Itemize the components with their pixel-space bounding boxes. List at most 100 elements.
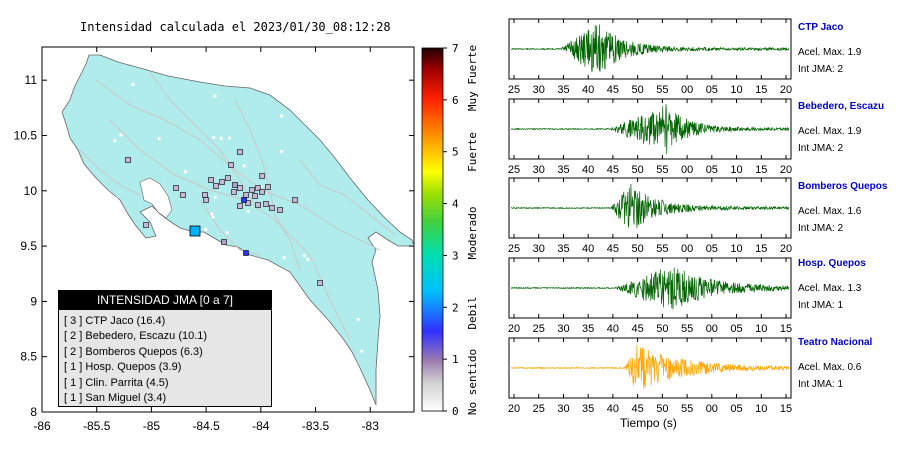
station-acel: Acel. Max. 1.9 — [798, 47, 862, 58]
lat-tick-label: 8 — [30, 405, 37, 419]
town-dot — [114, 197, 118, 201]
colorbar-category-label: Debil — [466, 296, 479, 329]
station-name: Hosp. Quepos — [798, 258, 866, 269]
lon-tick-label: -83.5 — [302, 419, 330, 433]
trace-tick-label: 25 — [533, 323, 545, 335]
town-dot — [92, 187, 96, 192]
town-dot — [302, 254, 306, 258]
colorbar-tick-label: 2 — [452, 301, 459, 314]
station-marker — [259, 189, 265, 195]
station-acel: Acel. Max. 0.6 — [798, 362, 862, 373]
station-name: Bebedero, Escazu — [798, 101, 885, 112]
seismogram-panel: 25 30 35 40 45 50 55 00 05 10 15 20 — [508, 18, 792, 96]
station-marker — [219, 179, 225, 185]
trace-tick-label: 10 — [730, 243, 742, 255]
costa-rica-landmass — [61, 54, 415, 406]
station-marker — [180, 192, 186, 198]
station-info-3: Hosp. Quepos Acel. Max. 1.3 Int JMA: 1 — [798, 258, 866, 311]
waveform-trace — [510, 24, 790, 73]
lon-tick-label: -86 — [33, 419, 51, 433]
station-info-0: CTP Jaco Acel. Max. 1.9 Int JMA: 2 — [798, 22, 861, 75]
colorbar-category-label: Muy Fuerte — [466, 45, 479, 111]
trace-tick-label: 20 — [508, 403, 520, 415]
colorbar-tick-label: 3 — [452, 249, 459, 262]
town-dot — [225, 231, 229, 235]
station-marker — [259, 173, 265, 179]
town-dot — [279, 114, 284, 118]
station-marker — [277, 207, 283, 213]
seismogram-panel: 20 25 30 35 40 45 50 55 00 05 10 15 — [508, 257, 792, 335]
station-marker — [255, 202, 261, 208]
town-dot — [301, 106, 305, 110]
trace-tick-label: 00 — [681, 84, 693, 96]
trace-tick-label: 30 — [557, 323, 569, 335]
legend-rows: [ 3 ] CTP Jaco (16.4) [ 2 ] Bebedero, Es… — [59, 310, 271, 406]
legend-item: [ 1 ] Clin. Parrita (4.5) — [64, 376, 169, 389]
intensity-legend: INTENSIDAD JMA [0 a 7] [ 3 ] CTP Jaco (1… — [58, 290, 272, 407]
station-marker — [202, 192, 208, 198]
station-int: Int JMA: 1 — [798, 379, 844, 390]
town-dot — [275, 90, 279, 94]
map-title: Intensidad calculada el 2023/01/30_08:12… — [80, 20, 391, 34]
trace-tick-label: 40 — [582, 164, 594, 176]
trace-tick-label: 00 — [681, 243, 693, 255]
station-name: Teatro Nacional — [798, 337, 873, 348]
station-marker — [245, 200, 251, 206]
station-marker — [241, 197, 247, 203]
town-dot — [219, 136, 223, 141]
station-marker — [252, 193, 258, 199]
lon-tick-label: -85.5 — [83, 419, 111, 433]
trace-tick-label: 45 — [632, 323, 644, 335]
station-marker — [225, 175, 231, 181]
lon-tick-label: -85 — [143, 419, 161, 433]
trace-tick-label: 00 — [681, 164, 693, 176]
trace-tick-label: 50 — [632, 164, 644, 176]
station-marker — [228, 162, 234, 168]
town-dot — [279, 149, 284, 154]
trace-tick-label: 30 — [533, 243, 545, 255]
lat-tick-label: 10.5 — [14, 128, 38, 142]
road-line — [79, 149, 141, 196]
trace-tick-label: 50 — [656, 403, 668, 415]
town-dot — [213, 195, 217, 200]
trace-tick-label: 35 — [582, 323, 594, 335]
road-line — [299, 159, 396, 236]
lon-tick-label: -84.5 — [192, 419, 220, 433]
lat-tick-label: 10 — [24, 184, 38, 198]
trace-tick-label: 20 — [780, 243, 792, 255]
seismogram-panel: 25 30 35 40 45 50 55 00 05 10 15 20 — [508, 98, 792, 176]
trace-tick-label: 15 — [755, 84, 767, 96]
trace-tick-label: 15 — [780, 403, 792, 415]
station-marker — [125, 157, 131, 163]
trace-tick-label: 50 — [656, 323, 668, 335]
trace-tick-label: 55 — [656, 243, 668, 255]
lon-tick-label: -84 — [252, 419, 270, 433]
trace-tick-label: 55 — [656, 164, 668, 176]
trace-tick-label: 10 — [730, 84, 742, 96]
station-int: Int JMA: 2 — [798, 223, 844, 234]
town-dot — [242, 164, 246, 168]
town-dot — [360, 349, 364, 353]
trace-tick-label: 55 — [681, 403, 693, 415]
legend-item: [ 2 ] Bomberos Quepos (6.3) — [64, 345, 203, 358]
colorbar-category-label: Moderado — [466, 207, 479, 260]
trace-tick-label: 05 — [730, 403, 742, 415]
station-marker — [173, 185, 179, 191]
trace-tick-label: 10 — [755, 403, 767, 415]
legend-item: [ 2 ] Bebedero, Escazu (10.1) — [64, 330, 208, 343]
map-axis-ticks: 11 10.5 10 9.5 9 8.5 8-86 -85.5 -85 -84.5 -84 -83.5… — [14, 47, 414, 433]
colorbar-category-label: Fuerte — [466, 132, 479, 172]
colorbar-tick-label: 6 — [452, 94, 459, 107]
trace-tick-label: 05 — [706, 243, 718, 255]
station-int: Int JMA: 1 — [798, 300, 844, 311]
town-dot — [211, 215, 215, 219]
legend-item: [ 3 ] CTP Jaco (16.4) — [64, 315, 166, 327]
trace-tick-label: 15 — [755, 164, 767, 176]
trace-tick-label: 00 — [706, 323, 718, 335]
station-marker — [255, 185, 261, 191]
station-marker — [237, 203, 243, 209]
town-dot — [364, 162, 369, 166]
trace-tick-label: 50 — [632, 243, 644, 255]
trace-tick-label: 45 — [607, 243, 619, 255]
